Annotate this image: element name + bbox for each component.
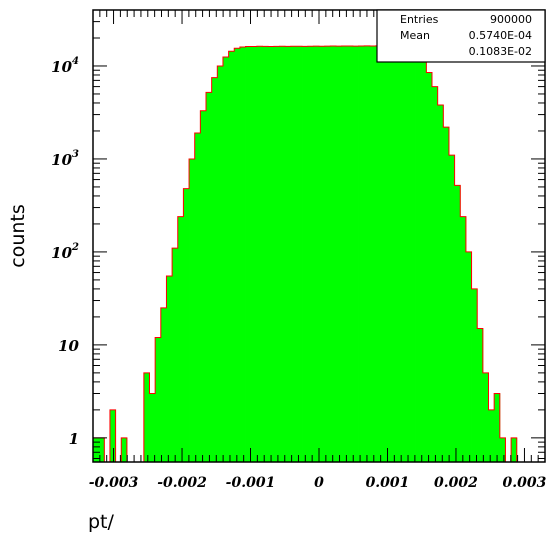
histogram-bin <box>443 127 450 462</box>
histogram-bin <box>109 409 116 462</box>
histogram-bin <box>285 46 292 462</box>
histogram-bin <box>386 46 393 462</box>
histogram-bin <box>166 276 173 462</box>
histogram-bin <box>454 185 461 462</box>
histogram-bin <box>98 437 105 462</box>
histogram-bin <box>262 46 269 462</box>
histogram-bin <box>448 155 455 462</box>
histogram-bin <box>375 45 382 463</box>
histogram-bin <box>409 50 416 463</box>
histogram-bin <box>194 133 201 462</box>
axis-layer: -0.003 -0.002 -0.001 0 0.001 0.002 0.003 1 10 102… <box>51 9 547 491</box>
histogram-bin <box>228 51 235 463</box>
histogram-bin <box>121 437 128 462</box>
stats-box-frame <box>376 9 546 63</box>
histogram-bin <box>307 46 314 463</box>
histogram-bin <box>256 46 263 463</box>
histogram-bin <box>358 46 365 462</box>
histogram-bin <box>364 45 371 463</box>
histogram-bin <box>149 393 156 462</box>
y-tick-label: 102 <box>51 242 79 262</box>
histogram-bin <box>460 216 467 462</box>
stats-mean-label: Mean <box>400 29 430 42</box>
y-tick-label: 1 <box>69 430 79 448</box>
histogram-bin <box>488 409 495 462</box>
stats-rms-value: 0.1083E-02 <box>469 45 532 58</box>
histogram-bin <box>369 46 376 462</box>
histogram-bin <box>222 56 229 462</box>
histogram-bin <box>234 48 241 463</box>
histogram-bin <box>335 46 342 462</box>
histogram-bin <box>347 46 354 462</box>
histogram-bin <box>313 46 320 462</box>
histogram-bin <box>426 72 433 462</box>
stats-box: Entries 900000 Mean 0.5740E-04 0.1083E-0… <box>376 9 546 63</box>
histogram-bin <box>189 158 196 462</box>
histogram-bin <box>172 248 179 462</box>
histogram-bin <box>206 92 213 462</box>
histogram-bin <box>465 251 472 462</box>
histogram-bin <box>330 46 337 462</box>
x-tick-label: -0.001 <box>226 475 276 491</box>
histogram-bin <box>211 77 218 462</box>
histogram-bin <box>471 288 478 462</box>
y-tick-label: 10 <box>58 337 79 355</box>
histogram-bin <box>302 46 309 462</box>
histogram-bin <box>415 54 422 462</box>
histogram-bin <box>273 46 280 462</box>
histogram-bin <box>511 437 518 462</box>
x-tick-label: 0.001 <box>366 475 410 491</box>
histogram-outline <box>92 45 545 463</box>
histogram-bin <box>290 46 297 463</box>
x-tick-label: 0 <box>314 475 324 491</box>
histogram-bin <box>200 110 207 462</box>
histogram-bin <box>352 46 359 462</box>
histogram-bin <box>477 328 484 462</box>
x-tick-label: 0.002 <box>434 475 478 491</box>
histogram-bin <box>160 307 167 462</box>
x-tick-label: -0.002 <box>157 475 207 491</box>
histogram-bin <box>482 372 489 462</box>
histogram-bin <box>279 46 286 463</box>
histogram-bin <box>143 372 150 462</box>
x-tick-label: -0.003 <box>89 475 139 491</box>
stats-mean-value: 0.5740E-04 <box>469 29 532 42</box>
histogram-bin <box>93 437 100 462</box>
histogram-bin <box>494 393 501 462</box>
histogram-bin <box>403 47 410 462</box>
histogram-bin <box>381 45 388 463</box>
histogram-bin <box>296 46 303 463</box>
x-axis-title: pt/ <box>88 511 115 533</box>
histogram-bin <box>437 105 444 462</box>
histogram-bin <box>268 46 275 463</box>
histogram-bin <box>251 46 258 463</box>
plot-layer <box>92 45 545 463</box>
histogram-bin <box>341 46 348 462</box>
stats-entries-label: Entries <box>400 13 439 26</box>
y-axis-title: counts <box>7 204 29 268</box>
histogram-bin <box>499 437 506 462</box>
histogram-bin <box>392 45 399 463</box>
histogram-bin <box>155 337 162 462</box>
x-tick-label: 0.003 <box>503 475 547 491</box>
histogram-bin <box>217 65 224 462</box>
histogram-bin <box>183 188 190 463</box>
histogram-bin <box>324 46 331 462</box>
histogram-bin <box>245 46 252 463</box>
y-tick-label: 104 <box>51 56 79 76</box>
y-tick-label: 103 <box>51 149 79 169</box>
histogram-bin <box>432 86 439 462</box>
histogram-bin <box>177 216 184 462</box>
stats-entries-value: 900000 <box>490 13 532 26</box>
histogram-bin <box>319 46 326 463</box>
histogram-bin <box>239 46 246 463</box>
histogram-bin <box>398 46 405 462</box>
histogram-bin <box>420 62 427 463</box>
